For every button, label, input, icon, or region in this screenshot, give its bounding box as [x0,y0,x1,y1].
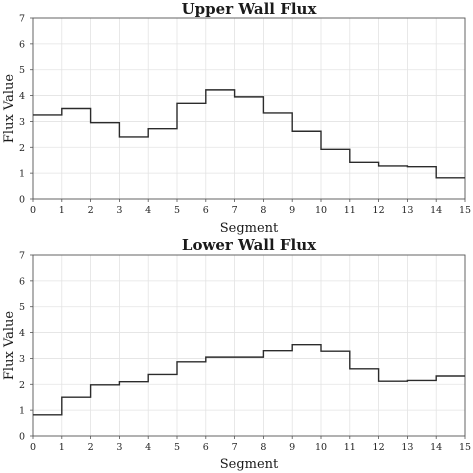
x-tick-label: 8 [260,442,266,453]
y-tick-label: 3 [19,354,25,365]
x-tick-label: 15 [459,442,471,453]
x-tick-label: 13 [401,205,413,216]
y-tick-label: 7 [19,251,25,262]
y-tick-label: 5 [19,302,25,313]
flux-step-line [33,344,465,416]
y-axis-label: Flux Value [2,74,17,143]
x-tick-label: 11 [344,205,356,216]
x-tick-label: 1 [59,205,65,216]
x-tick-label: 7 [232,442,238,453]
y-tick-label: 2 [19,380,25,391]
x-axis-label: Segment [220,221,279,236]
y-tick-label: 6 [19,276,25,287]
x-axis-label: Segment [220,457,279,472]
x-tick-label: 11 [344,442,356,453]
chart-title: Upper Wall Flux [182,0,318,18]
y-tick-label: 0 [19,432,25,443]
x-tick-label: 0 [30,205,36,216]
x-tick-label: 14 [430,442,442,453]
x-tick-label: 9 [289,205,295,216]
y-tick-label: 4 [19,91,25,102]
x-tick-label: 6 [203,442,209,453]
x-tick-label: 4 [145,205,151,216]
y-tick-label: 5 [19,65,25,76]
x-tick-label: 12 [373,205,385,216]
x-tick-label: 8 [260,205,266,216]
x-tick-label: 9 [289,442,295,453]
x-tick-label: 10 [315,442,327,453]
x-tick-label: 12 [373,442,385,453]
y-tick-label: 3 [19,117,25,128]
y-tick-label: 6 [19,39,25,50]
x-tick-label: 13 [401,442,413,453]
x-tick-label: 1 [59,442,65,453]
x-tick-label: 2 [88,442,94,453]
x-tick-label: 4 [145,442,151,453]
flux-step-line [33,89,465,179]
x-tick-label: 3 [116,205,122,216]
plot-frame [32,254,466,437]
plot-frame [32,17,466,200]
x-tick-label: 2 [88,205,94,216]
y-tick-label: 7 [19,14,25,25]
y-tick-label: 1 [19,169,25,180]
x-tick-label: 14 [430,205,442,216]
x-tick-label: 15 [459,205,471,216]
x-tick-label: 10 [315,205,327,216]
x-tick-label: 7 [232,205,238,216]
y-tick-label: 1 [19,406,25,417]
y-axis-label: Flux Value [2,311,17,380]
x-tick-label: 0 [30,442,36,453]
y-tick-label: 0 [19,195,25,206]
y-tick-label: 4 [19,328,25,339]
chart-title: Lower Wall Flux [182,236,317,254]
x-tick-label: 6 [203,205,209,216]
x-tick-label: 5 [174,442,180,453]
y-tick-label: 2 [19,143,25,154]
x-tick-label: 3 [116,442,122,453]
x-tick-label: 5 [174,205,180,216]
